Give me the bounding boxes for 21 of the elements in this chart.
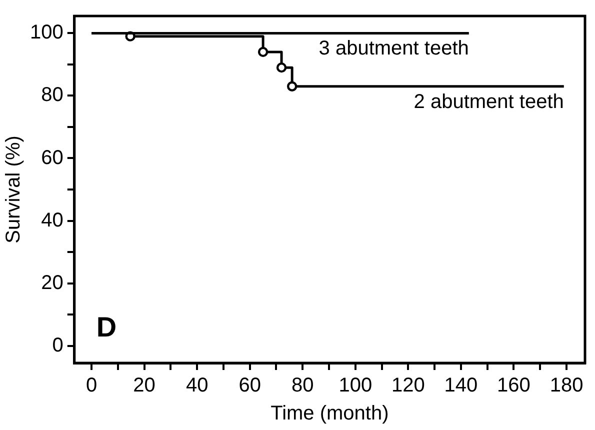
x-tick-label: 0 bbox=[86, 374, 98, 397]
x-tick-label: 40 bbox=[186, 374, 208, 397]
y-tick-label: 20 bbox=[41, 272, 64, 294]
x-tick-label: 120 bbox=[392, 374, 425, 397]
y-tick-label: 0 bbox=[52, 334, 64, 356]
y-axis-title: Survival (%) bbox=[2, 136, 25, 244]
x-tick-label: 80 bbox=[292, 374, 314, 397]
series-label: 3 abutment teeth bbox=[318, 38, 469, 60]
x-tick-label: 60 bbox=[238, 374, 261, 397]
x-tick-label: 180 bbox=[550, 374, 584, 397]
y-tick-label: 40 bbox=[41, 209, 64, 232]
x-tick-label: 100 bbox=[338, 374, 372, 397]
y-tick-label: 60 bbox=[41, 146, 64, 169]
x-tick-label: 20 bbox=[133, 374, 156, 397]
y-tick-label: 80 bbox=[41, 84, 64, 106]
annotation: D bbox=[96, 312, 117, 343]
x-axis-title: Time (month) bbox=[270, 402, 389, 425]
x-tick-label: 140 bbox=[444, 374, 478, 397]
x-tick-label: 160 bbox=[497, 374, 530, 397]
y-tick-label: 100 bbox=[30, 22, 64, 44]
series-label: 2 abutment teeth bbox=[414, 90, 564, 113]
